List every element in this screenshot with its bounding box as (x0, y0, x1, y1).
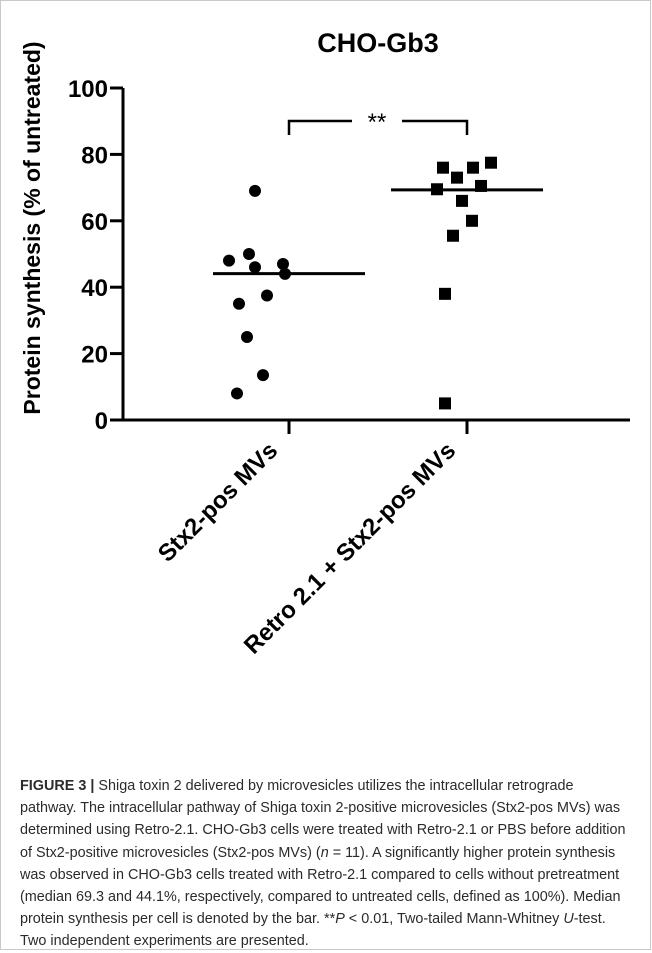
y-ticks: 0 20 40 60 80 100 (68, 76, 123, 435)
p-value-text: < 0.01, Two-tailed Mann-Whitney (344, 911, 564, 928)
data-point (243, 248, 255, 260)
caption-end-text: -test. Two independent experiments are p… (20, 911, 606, 950)
y-tick-label: 20 (81, 342, 108, 369)
n-value-text: = 11). A significantly higher protein sy… (20, 844, 621, 928)
category-label: Stx2-pos MVs (153, 437, 283, 567)
data-point (223, 254, 235, 267)
data-point (485, 156, 497, 169)
category-label: Retro 2.1 + Stx2-pos MVs (239, 437, 461, 659)
y-tick-label: 100 (68, 76, 108, 103)
data-point (439, 397, 451, 410)
data-point (241, 331, 253, 343)
data-point (257, 369, 269, 382)
data-point (233, 297, 245, 310)
data-point (467, 161, 479, 174)
chart: CHO-Gb3 Protein synthesis (% of untreate… (19, 28, 630, 659)
significance-bracket: ** (287, 108, 469, 136)
y-tick-label: 40 (81, 275, 108, 302)
figure-caption: FIGURE 3 | Shiga toxin 2 delivered by mi… (20, 775, 630, 953)
data-point (447, 229, 459, 242)
bracket-label-bg (352, 108, 402, 134)
data-point (437, 161, 449, 174)
significance-label: ** (368, 109, 387, 136)
data-point (249, 261, 261, 274)
n-symbol: n (320, 844, 329, 861)
data-point (261, 289, 273, 302)
chart-title: CHO-Gb3 (317, 28, 439, 58)
data-point (456, 194, 468, 207)
p-symbol: P (335, 911, 345, 928)
data-point (466, 214, 478, 227)
data-points (223, 156, 497, 410)
y-tick-label: 80 (81, 142, 108, 169)
figure-label: FIGURE 3 | (20, 778, 95, 794)
u-symbol: U (563, 911, 574, 928)
y-tick-label: 60 (81, 209, 108, 236)
x-ticks (287, 420, 469, 434)
data-point (231, 387, 243, 400)
data-point (277, 257, 289, 270)
data-point (249, 184, 261, 197)
median-bars (213, 188, 543, 276)
y-axis-label: Protein synthesis (% of untreated) (19, 41, 45, 414)
data-point (439, 287, 451, 300)
y-tick-label: 0 (95, 408, 108, 435)
data-point (451, 171, 463, 184)
caption-text: Shiga toxin 2 delivered by microvesicles… (20, 778, 626, 861)
